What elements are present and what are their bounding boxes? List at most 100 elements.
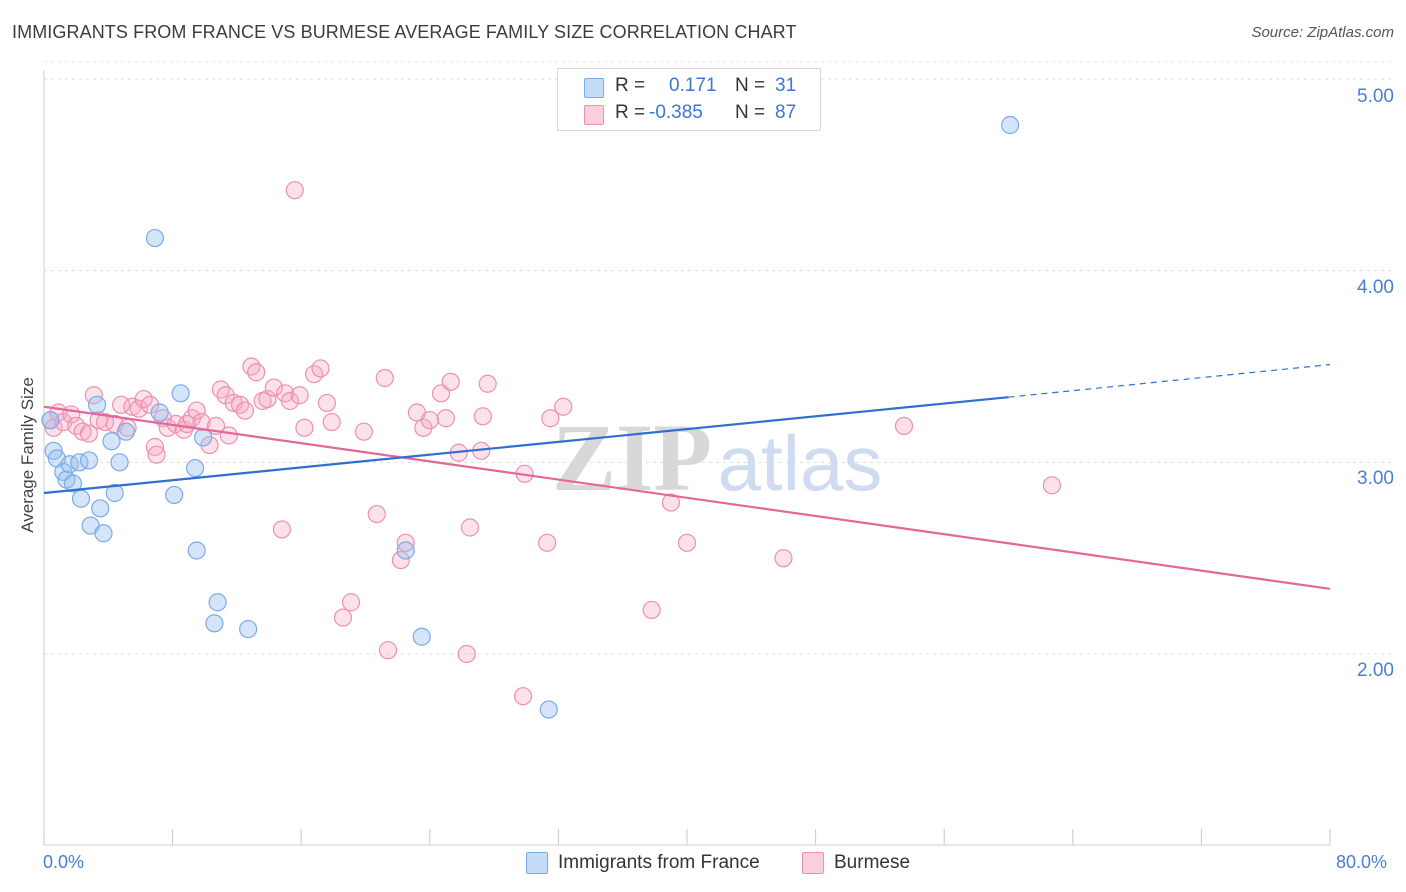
burmese-point <box>317 393 337 413</box>
burmese-point <box>84 386 103 405</box>
france-point <box>105 483 124 503</box>
france-point <box>396 541 415 560</box>
burmese-point <box>247 363 266 382</box>
y-tick-label: 2.00 <box>1357 660 1394 681</box>
france-point <box>208 593 227 612</box>
trendlines <box>43 363 1331 590</box>
burmese-point <box>441 372 460 391</box>
gridlines <box>44 61 1394 655</box>
burmese-point <box>774 549 793 568</box>
burmese-point <box>322 412 341 432</box>
y-tick-label: 4.00 <box>1357 277 1394 298</box>
burmese-point <box>541 409 560 428</box>
burmese-point <box>129 399 148 418</box>
burmese-point <box>140 395 160 414</box>
watermark-zip: ZIP <box>552 404 712 511</box>
france-point <box>205 614 224 633</box>
source-note: Source: ZipAtlas.com <box>1251 24 1394 41</box>
france-trendline <box>43 396 1009 495</box>
burmese-point <box>258 389 277 409</box>
burmese-point <box>473 407 492 426</box>
legend-swatch-france <box>584 78 604 98</box>
burmese-point <box>264 378 283 397</box>
x-tick-label-min: 0.0% <box>43 852 85 872</box>
legend-row-france: R = 0.171 N = 31 <box>558 75 820 101</box>
france-point <box>186 458 205 478</box>
legend-swatch-burmese <box>802 852 824 874</box>
france-point <box>71 489 91 508</box>
burmese-point <box>396 533 415 552</box>
y-tick-label: 5.00 <box>1357 86 1394 107</box>
burmese-point <box>420 411 439 430</box>
burmese-point <box>661 493 681 512</box>
france-point <box>412 627 431 646</box>
france-point <box>187 541 206 560</box>
burmese-point <box>187 401 206 420</box>
burmese-point <box>112 395 131 414</box>
legend-n-label: N = <box>735 75 766 96</box>
legend-r-label: R = <box>615 102 646 123</box>
burmese-point <box>211 380 230 399</box>
burmese-point <box>341 593 361 612</box>
y-axis-label: Average Family Size <box>18 377 37 533</box>
watermark: ZIP atlas <box>552 404 882 511</box>
legend-r-value: -0.385 <box>649 102 703 123</box>
y-tick-label: 3.00 <box>1357 468 1394 489</box>
burmese-point <box>235 401 255 420</box>
burmese-point <box>677 533 697 552</box>
burmese-point <box>192 412 211 432</box>
burmese-point <box>513 687 533 706</box>
burmese-point <box>285 181 304 200</box>
axes <box>43 70 1331 846</box>
burmese-point <box>79 424 99 443</box>
burmese-point <box>375 368 394 388</box>
legend-label-france: Immigrants from France <box>558 852 760 873</box>
france-point <box>165 485 184 505</box>
burmese-point <box>147 445 166 464</box>
legend-r-label: R = <box>615 75 646 96</box>
burmese-point <box>457 644 476 664</box>
burmese-point <box>460 518 480 537</box>
burmese-point <box>73 422 92 441</box>
burmese-point <box>219 426 238 445</box>
burmese-point <box>231 395 250 414</box>
france-point <box>102 432 121 451</box>
burmese-point <box>642 600 661 620</box>
burmese-point <box>538 533 557 552</box>
france-point <box>94 524 113 543</box>
burmese-point <box>554 397 573 416</box>
burmese-point <box>272 520 292 539</box>
france-point <box>110 453 129 472</box>
burmese-point <box>311 359 330 378</box>
chart-title: IMMIGRANTS FROM FRANCE VS BURMESE AVERAG… <box>12 22 797 42</box>
legend-row-burmese: R = -0.385 N = 87 <box>558 102 820 128</box>
burmese-point <box>378 641 398 660</box>
legend-n-label: N = <box>735 102 766 123</box>
burmese-point <box>478 374 497 393</box>
burmese-point <box>242 357 261 376</box>
legend-n-value: 31 <box>775 75 797 96</box>
burmese-point <box>367 504 386 524</box>
burmese-point <box>145 437 165 457</box>
france-point <box>539 700 558 719</box>
legend-label-burmese: Burmese <box>834 852 911 873</box>
burmese-point <box>354 422 373 441</box>
watermark-atlas: atlas <box>718 419 883 507</box>
burmese-point <box>436 409 455 428</box>
legend-n-value: 87 <box>775 102 797 123</box>
france-point <box>79 451 99 470</box>
france-point <box>63 474 83 493</box>
burmese-point <box>391 550 410 570</box>
burmese-point <box>894 416 914 436</box>
france-point <box>239 619 258 639</box>
burmese-point <box>1042 476 1062 495</box>
france-point <box>41 411 60 430</box>
correlation-legend: R = 0.171 N = 31 R = -0.385 N = 87 <box>557 68 821 131</box>
burmese-point <box>333 608 353 627</box>
x-tick-label-max: 80.0% <box>1336 852 1388 872</box>
france-trendline-extension <box>1008 363 1331 398</box>
burmese-trendline <box>43 405 1331 590</box>
france-point <box>1001 115 1020 135</box>
legend-swatch-france <box>526 852 548 874</box>
